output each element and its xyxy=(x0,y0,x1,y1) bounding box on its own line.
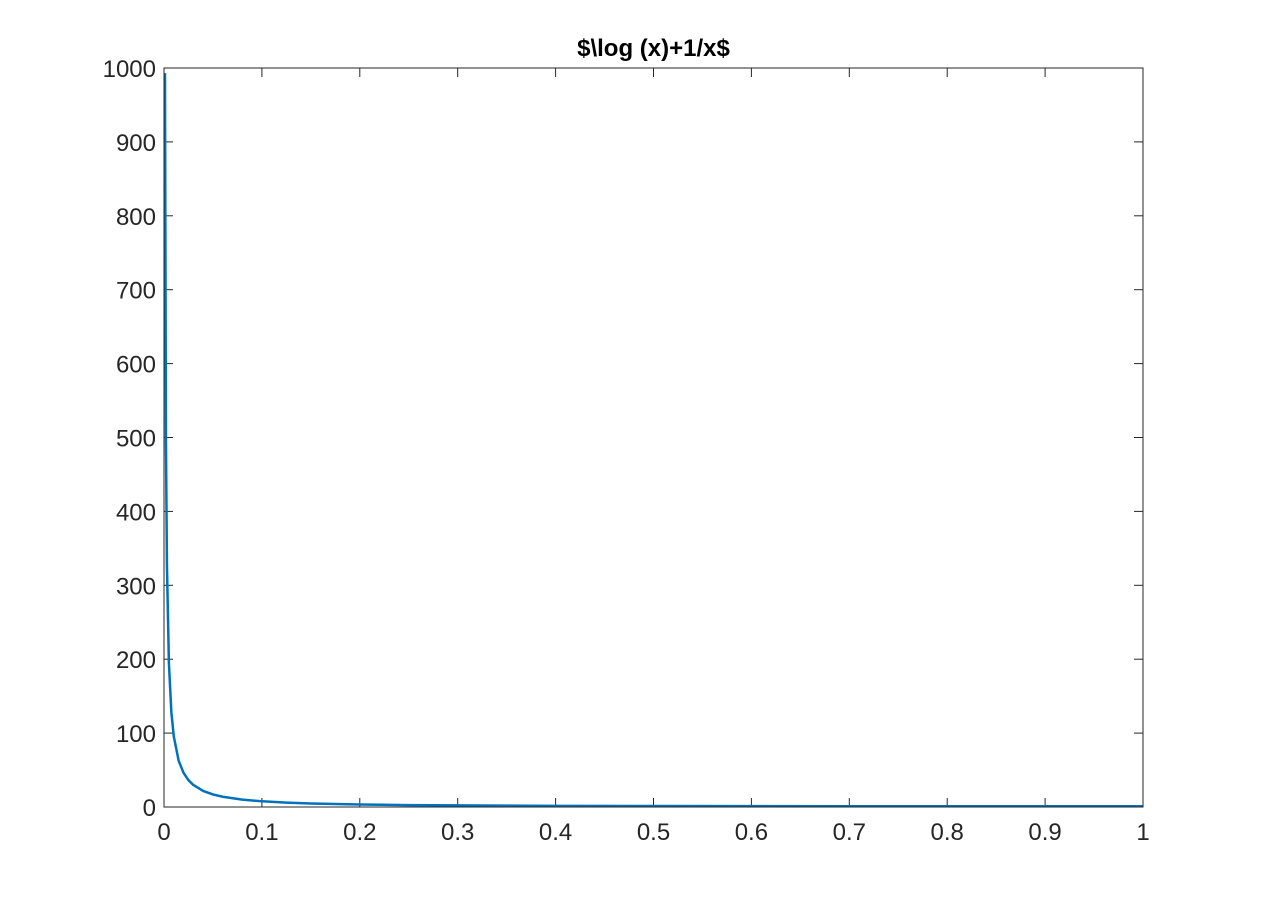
axes-box xyxy=(163,67,1144,808)
x-tick-label: 0 xyxy=(157,819,170,846)
y-tick-label: 300 xyxy=(116,573,156,600)
plot-area xyxy=(164,68,1143,807)
x-tick-label: 0.3 xyxy=(441,819,474,846)
series-line xyxy=(163,73,1144,808)
y-tick-label: 500 xyxy=(116,426,156,453)
y-tick-label: 900 xyxy=(116,130,156,157)
x-tick-label: 0.9 xyxy=(1028,819,1061,846)
y-tick-label: 100 xyxy=(116,721,156,748)
y-tick-label: 0 xyxy=(143,795,156,822)
y-tick-label: 400 xyxy=(116,499,156,526)
x-tick-label: 0.7 xyxy=(833,819,866,846)
x-tick-label: 0.6 xyxy=(735,819,768,846)
y-tick-label: 200 xyxy=(116,647,156,674)
series-layer xyxy=(163,73,1144,808)
x-tick-label: 0.2 xyxy=(343,819,376,846)
ticks: 0 0.1 0.2 0.3 0.4 0.5 0.6 0.7 0.8 0.9 1 0 100 200 300 4… xyxy=(103,56,1150,846)
chart-title: $\log (x)+1/x$ xyxy=(577,35,730,62)
y-tick-label: 800 xyxy=(116,204,156,231)
y-tick-label: 700 xyxy=(116,278,156,305)
x-tick-label: 0.5 xyxy=(637,819,670,846)
y-tick-label: 1000 xyxy=(103,56,156,83)
x-tick-label: 0.1 xyxy=(245,819,278,846)
x-tick-label: 0.8 xyxy=(931,819,964,846)
x-tick-label: 0.4 xyxy=(539,819,572,846)
y-tick-label: 600 xyxy=(116,352,156,379)
x-tick-label: 1 xyxy=(1136,819,1149,846)
